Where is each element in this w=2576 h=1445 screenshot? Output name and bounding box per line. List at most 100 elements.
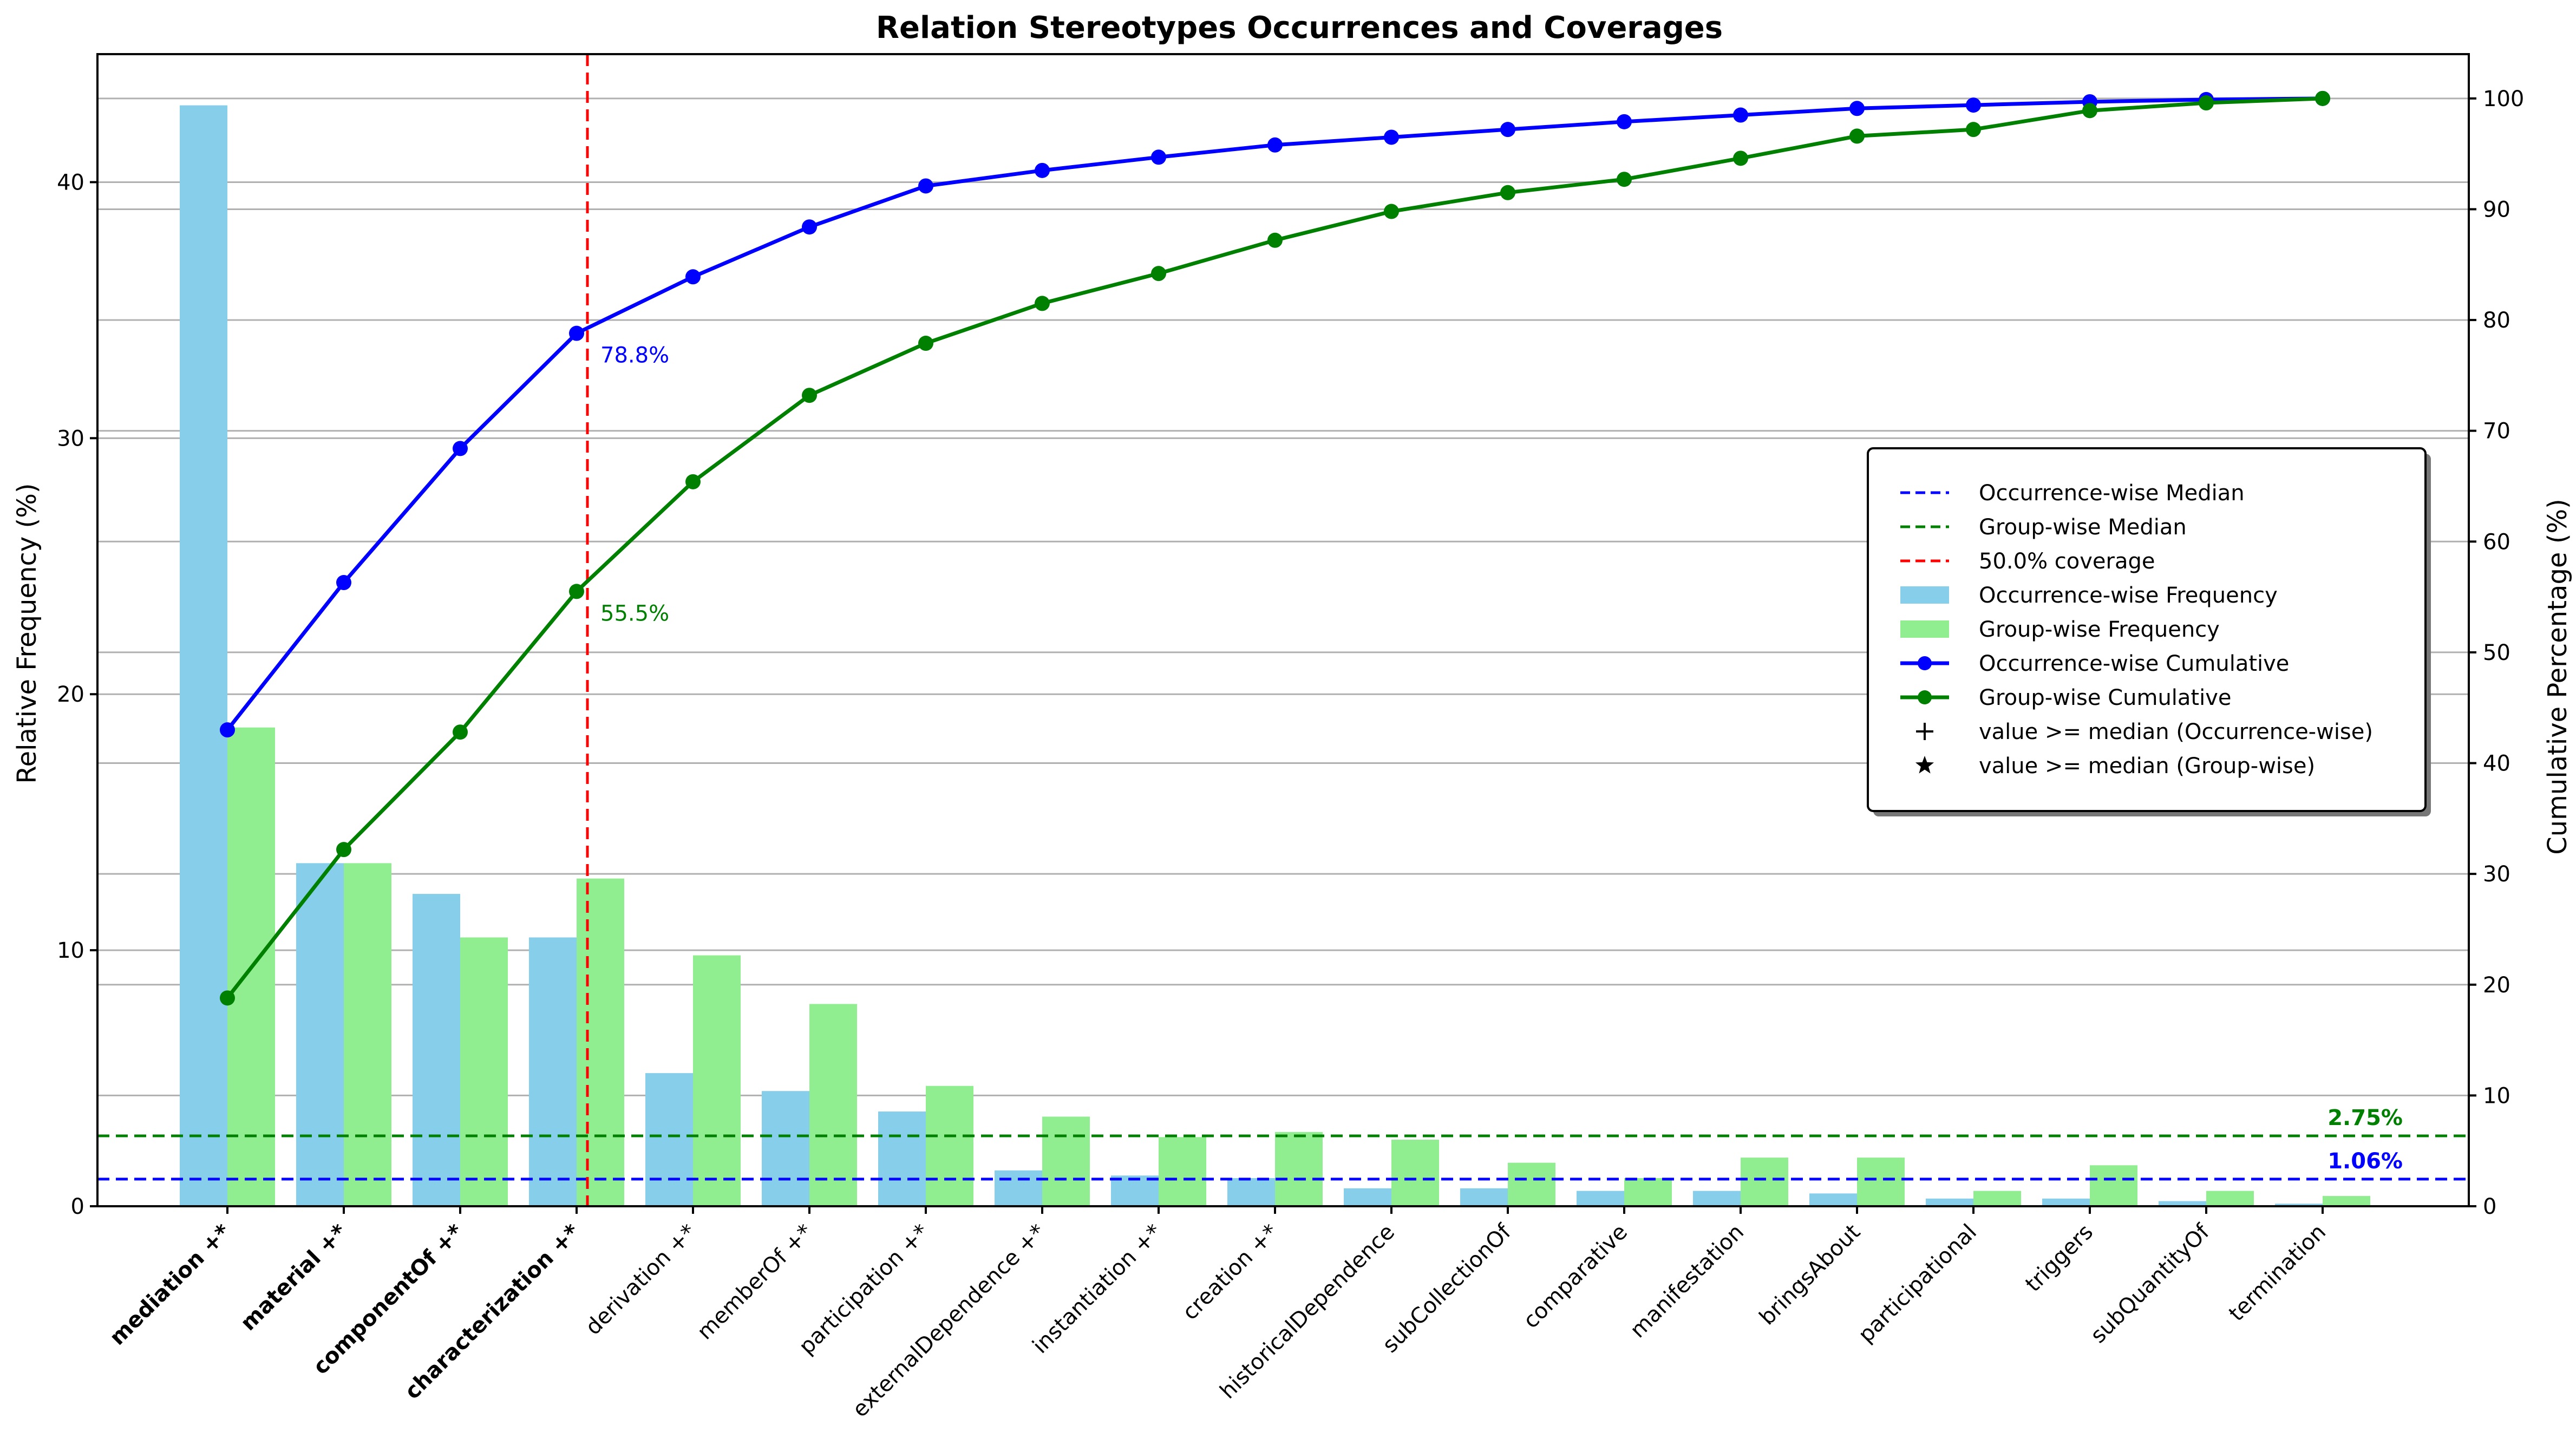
legend-label: Occurrence-wise Cumulative <box>1979 651 2289 676</box>
bar-occurrence-frequency <box>2042 1198 2090 1206</box>
y2-tick-label: 70 <box>2483 419 2510 444</box>
bar-occurrence-frequency <box>645 1073 693 1206</box>
bar-group-frequency <box>1275 1132 1323 1206</box>
y2-tick-label: 10 <box>2483 1083 2510 1108</box>
bar-group-frequency <box>809 1004 857 1206</box>
cumulative-point <box>918 336 933 351</box>
legend-label: Group-wise Frequency <box>1979 617 2220 642</box>
cumulative-point <box>2199 95 2214 111</box>
bar-group-frequency <box>1973 1191 2021 1206</box>
cumulative-point <box>1384 204 1399 219</box>
star-icon <box>1915 756 1934 774</box>
bar-group-frequency <box>2206 1191 2254 1206</box>
y2-tick-label: 90 <box>2483 197 2510 222</box>
cumulative-point <box>1733 151 1748 166</box>
cumulative-point <box>918 178 933 194</box>
cumulative-point <box>1035 296 1050 311</box>
bar-occurrence-frequency <box>1111 1175 1159 1206</box>
bar-group-frequency <box>2323 1196 2370 1206</box>
bar-group-frequency <box>344 863 391 1206</box>
bar-group-frequency <box>1624 1178 1672 1206</box>
bar-occurrence-frequency <box>1926 1198 1973 1206</box>
bar-occurrence-frequency <box>1227 1178 1275 1206</box>
legend-label: Occurrence-wise Median <box>1979 481 2245 506</box>
cumulative-point <box>1035 162 1050 178</box>
bar-occurrence-frequency <box>1460 1188 1508 1206</box>
y2-tick-label: 20 <box>2483 973 2510 998</box>
cumulative-point <box>2315 90 2330 106</box>
bar-occurrence-frequency <box>1693 1191 1741 1206</box>
cumulative-point <box>1500 122 1515 138</box>
y-axis-label: Relative Frequency (%) <box>12 483 42 783</box>
bar-group-frequency <box>577 878 624 1206</box>
legend-dot-swatch <box>1918 656 1932 670</box>
legend-label: Group-wise Cumulative <box>1979 685 2232 710</box>
cumulative-point <box>1966 122 1981 138</box>
bar-occurrence-frequency <box>2275 1204 2323 1206</box>
cumulative-point <box>453 724 468 740</box>
bar-occurrence-frequency <box>529 937 577 1206</box>
legend: Occurrence-wise Median Group-wise Median 5… <box>1867 447 2431 816</box>
y2-tick-label: 40 <box>2483 751 2510 776</box>
bar-occurrence-frequency <box>878 1111 926 1206</box>
cumulative-point <box>569 584 584 599</box>
cumulative-annotation: 78.8% <box>600 343 669 368</box>
cumulative-point <box>1384 129 1399 145</box>
bar-occurrence-frequency <box>2159 1201 2206 1206</box>
chart-title: Relation Stereotypes Occurrences and Cov… <box>876 10 1723 45</box>
cumulative-point <box>1617 114 1632 129</box>
cumulative-point <box>1849 101 1865 116</box>
bar-group-frequency <box>1508 1162 1555 1206</box>
plot-frame <box>96 53 2470 1207</box>
cumulative-point <box>802 219 817 235</box>
y2-tick-label: 80 <box>2483 308 2510 333</box>
bar-occurrence-frequency <box>995 1170 1042 1206</box>
cumulative-point <box>1151 149 1166 165</box>
cumulative-point <box>1500 185 1515 200</box>
cumulative-point <box>1849 128 1865 144</box>
cumulative-lines <box>220 90 2330 1006</box>
bar-occurrence-frequency <box>762 1091 809 1206</box>
cumulative-point <box>1617 172 1632 187</box>
plus-icon <box>1916 723 1933 740</box>
median-label: 2.75% <box>2327 1106 2403 1130</box>
bar-group-frequency <box>1741 1158 1788 1206</box>
bar-group-frequency <box>693 955 741 1206</box>
median-label: 1.06% <box>2327 1149 2403 1174</box>
cumulative-point <box>1267 137 1283 153</box>
cumulative-point <box>685 474 701 489</box>
bar-occurrence-frequency <box>1809 1193 1857 1206</box>
cumulative-point <box>220 990 235 1006</box>
cumulative-point <box>336 575 351 591</box>
bar-group-frequency <box>1159 1137 1206 1206</box>
bar-group-frequency <box>1042 1116 1090 1206</box>
y2-tick-label: 30 <box>2483 862 2510 887</box>
annotations: 78.8% 55.5% 1.06% 2.75% <box>600 343 2403 1174</box>
bar-group-frequency <box>1391 1140 1439 1206</box>
legend-label: value >= median (Group-wise) <box>1979 754 2315 779</box>
cumulative-point <box>802 388 817 403</box>
y2-tick-label: 0 <box>2483 1194 2496 1219</box>
y-tick-label: 20 <box>57 682 84 707</box>
legend-label: 50.0% coverage <box>1979 549 2155 574</box>
cumulative-point <box>1151 266 1166 282</box>
bar-group-frequency <box>2090 1165 2137 1206</box>
y-tick-label: 10 <box>57 938 84 963</box>
y-tick-label: 0 <box>71 1194 84 1219</box>
bar-group-frequency <box>1857 1158 1905 1206</box>
reference-lines <box>97 54 2469 1206</box>
bar-occurrence-frequency <box>1577 1191 1624 1206</box>
cumulative-point <box>569 325 584 341</box>
bar-occurrence-frequency <box>1344 1188 1391 1206</box>
bar-occurrence-frequency <box>413 894 460 1206</box>
cumulative-point <box>336 842 351 858</box>
y2-tick-label: 60 <box>2483 529 2510 554</box>
bars <box>180 105 2370 1207</box>
cumulative-point <box>453 441 468 456</box>
cumulative-point <box>1966 97 1981 113</box>
legend-label: value >= median (Occurrence-wise) <box>1979 720 2373 744</box>
y-tick-label: 30 <box>57 426 84 451</box>
cumulative-point <box>1733 107 1748 123</box>
bar-group-frequency <box>926 1086 973 1206</box>
